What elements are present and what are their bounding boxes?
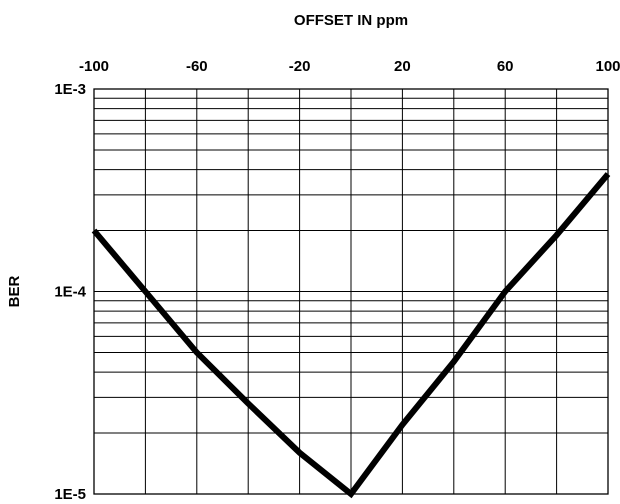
x-tick-label: -20 <box>289 58 311 75</box>
y-tick-label: 1E-3 <box>54 81 86 98</box>
x-tick-label: 100 <box>595 58 620 75</box>
tick-labels: -100 -60 -20 20 60 100 1E-5 1E-4 1E-3 <box>54 58 620 503</box>
x-tick-label: -100 <box>79 58 109 75</box>
grid <box>93 89 609 494</box>
series-line <box>91 172 611 499</box>
x-tick-label: 20 <box>394 58 411 75</box>
x-tick-label: 60 <box>497 58 514 75</box>
y-tick-label: 1E-5 <box>54 486 86 503</box>
y-axis-title: BER <box>6 275 23 307</box>
x-axis-title: OFFSET IN ppm <box>294 12 408 29</box>
x-tick-label: -60 <box>186 58 208 75</box>
series-layer <box>91 172 611 499</box>
y-tick-label: 1E-4 <box>54 284 86 301</box>
